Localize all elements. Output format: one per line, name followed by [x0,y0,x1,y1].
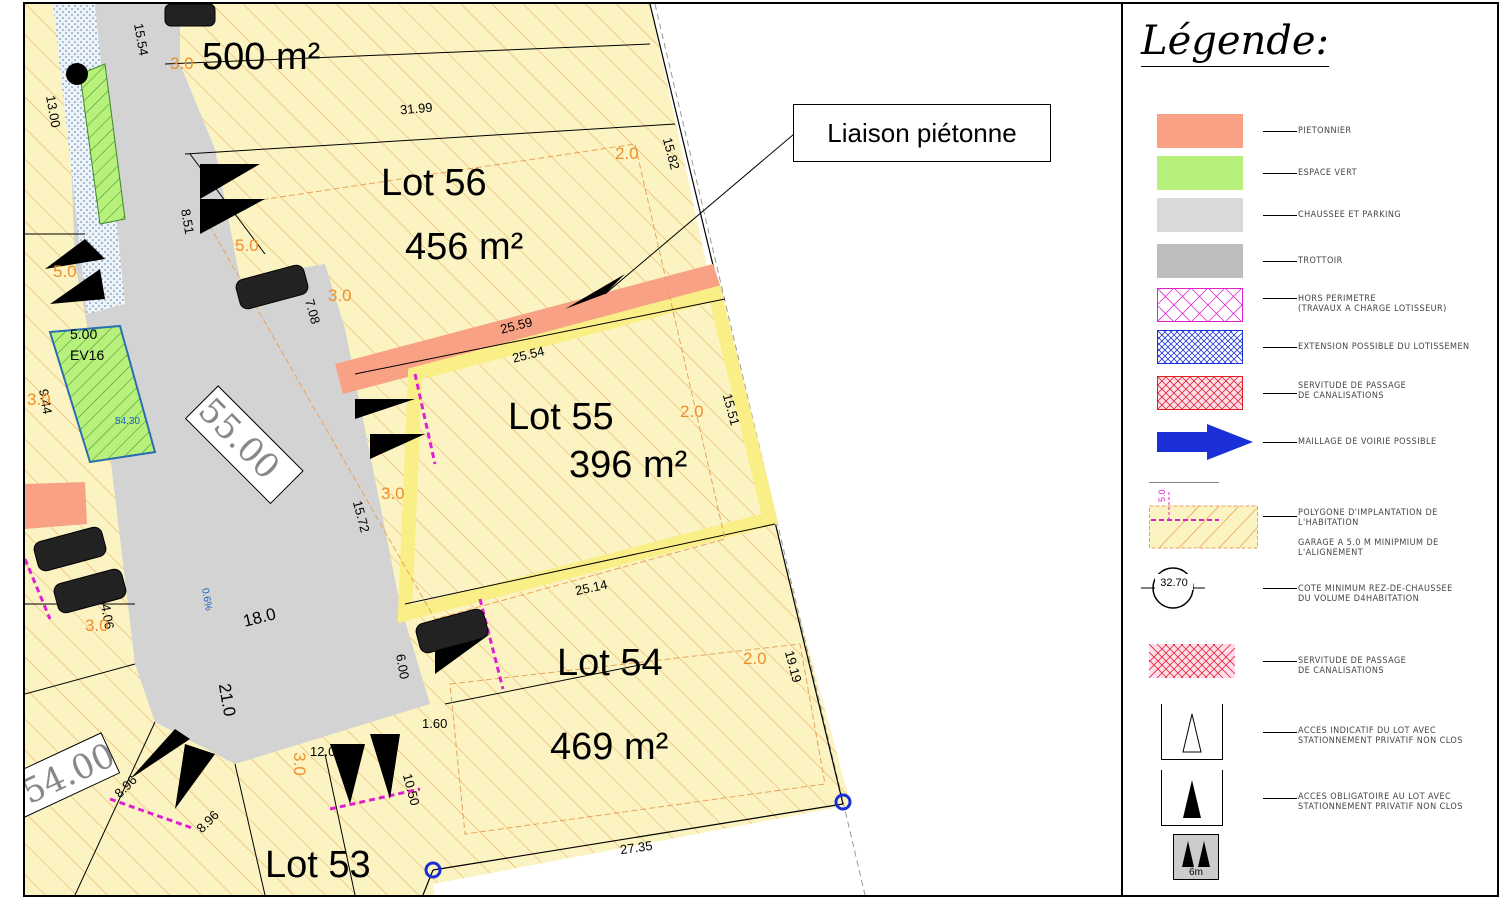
lot-54-area: 469 m² [550,726,669,768]
legend-item-servitude-2: SERVITUDE DE PASSAGE DE CANALISATIONS [1123,644,1499,684]
setback-5-a: 5.0 [235,236,259,255]
legend-item-chaussee: CHAUSSEE ET PARKING [1123,198,1499,238]
swatch-chaussee [1157,198,1243,232]
legend-item-servitude-1: SERVITUDE DE PASSAGE DE CANALISATIONS [1123,376,1499,416]
legend-item-hors-perimetre: HORS PERIMETRE (TRAVAUX A CHARGE LOTISSE… [1123,288,1499,328]
setback-3-a: 3.0 [170,54,194,73]
setback-3-c: 3.0 [381,484,405,503]
triangle-outline-icon [1161,704,1223,760]
swatch-trottoir [1157,244,1243,278]
lot-53-name: Lot 53 [265,844,371,886]
swatch-servitude-1 [1157,376,1243,410]
lot-55-area: 396 m² [569,444,688,486]
double-triangle-6m-icon: 6m [1173,834,1219,880]
dim-31-99: 31.99 [399,99,434,118]
swatch-servitude-2 [1149,644,1235,678]
setback-2-b: 2.0 [680,402,704,421]
ev16-level: 54.30 [115,416,141,427]
setback-3-e: 3.0 [27,390,51,409]
lot-boundaries [25,43,776,895]
pedestrian-link [335,264,723,394]
drawing-frame [23,2,1499,897]
ev16-width: 5.00 [70,326,98,342]
lot-54-name: Lot 54 [557,642,663,684]
legend-title: Légende: [1141,18,1330,67]
polygone-marker: 5.0 [1157,489,1167,502]
lot-55-name: Lot 55 [508,396,614,438]
dim-1-60: 1.60 [422,716,448,731]
swatch-extension [1157,330,1243,364]
swatch-polygone: 5.0 [1149,482,1258,549]
swatch-pietonnier [1157,114,1243,148]
setback-3-f: 3.0 [289,752,309,776]
lot-56-name: Lot 56 [381,162,487,204]
swatch-hors-perimetre [1157,288,1243,322]
triangle-filled-icon [1161,770,1223,826]
legend-item-acces-obligatoire: ACCES OBLIGATOIRE AU LOT AVEC STATIONNEM… [1123,770,1499,826]
green-strip [79,63,126,225]
setback-3-d: 3.0 [85,616,109,635]
legend-item-cote-minimum: 32.70 COTE MINIMUM REZ-DE-CHAUSSEE DU VO… [1123,566,1499,610]
green-space-ev16 [48,324,157,464]
outside-area [650,4,1119,895]
road-chaussee [65,4,430,764]
pedestrian-link-left [25,482,87,529]
legend-item-extension: EXTENSION POSSIBLE DU LOTISSEMEN [1123,330,1499,370]
legend-item-polygone: 5.0 POLYGONE D'IMPLANTATION DE L'HABITAT… [1123,482,1499,562]
top-lot-area: 500 m² [202,36,321,78]
callout-liaison-pietonne: Liaison piétonne [793,104,1051,162]
lot-56-area: 456 m² [405,226,524,268]
legend-item-acces-indicatif: ACCES INDICATIF DU LOT AVEC STATIONNEMEN… [1123,704,1499,760]
implant-polygon-lot55 [397,285,779,624]
legend-panel: Légende: PIETONNIER ESPACE VERT CHAUSSEE… [1121,4,1499,895]
legend-item-maillage: MAILLAGE DE VOIRIE POSSIBLE [1123,424,1499,464]
legend-item-espace-vert: ESPACE VERT [1123,156,1499,196]
site-plan: Liaison piétonne 500 m² Lot 56 456 m² Lo… [25,4,1119,895]
legend-item-trottoir: TROTTOIR [1123,244,1499,284]
access-triangles [45,164,495,809]
setback-2-c: 2.0 [743,649,767,668]
svg-text:32.70: 32.70 [1160,577,1188,589]
setback-2-a: 2.0 [615,144,639,163]
plan-svg [25,4,1119,895]
elevation-marker-icon: 32.70 [1141,567,1205,609]
setback-3-b: 3.0 [328,286,352,305]
setback-5-b: 5.0 [53,262,77,281]
arrow-maillage-icon [1157,424,1253,460]
swatch-espace-vert [1157,156,1243,190]
legend-item-pietonnier: PIETONNIER [1123,114,1499,154]
outside-area-bottom [433,804,865,895]
dim-12-00: 12.00 [310,744,343,759]
ev16-label: EV16 [70,347,105,363]
